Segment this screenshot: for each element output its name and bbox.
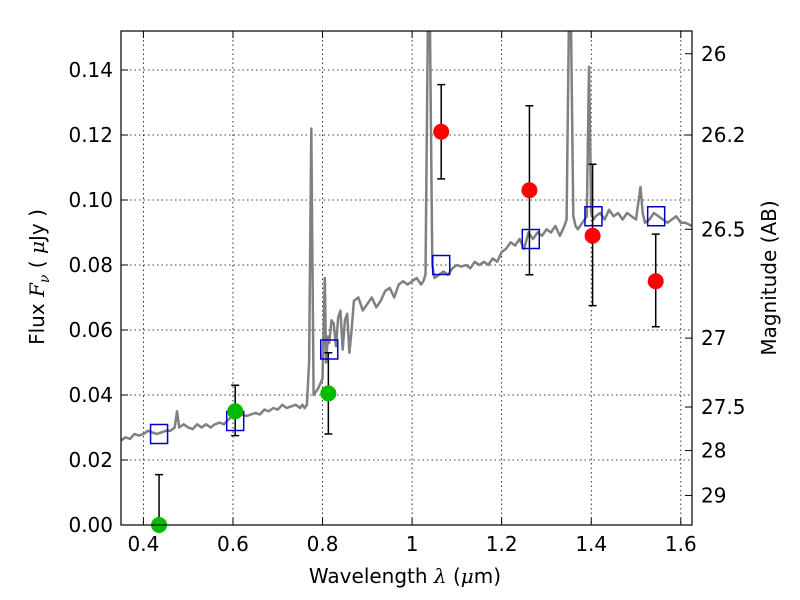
- y2-tick-label: 27: [701, 326, 726, 350]
- y2-tick-label: 26.2: [701, 123, 746, 147]
- y-axis-ticks: 0.00 0.02 0.04 0.06 0.08 0.10 0.12 0.14: [68, 58, 128, 537]
- x-tick-label: 1.6: [665, 532, 697, 556]
- y2-axis-label: Magnitude (AB): [757, 200, 781, 355]
- plot-frame: [120, 30, 693, 526]
- model-spectrum: [121, 31, 692, 442]
- x-axis-ticks: 0.4 0.6 0.8 1 1.2 1.4 1.6: [127, 31, 697, 556]
- x-axis-label: Wavelength λ (μm): [309, 564, 501, 588]
- x-tick-label: 1.2: [486, 532, 518, 556]
- y2-tick-label: 26.5: [701, 217, 746, 241]
- lower-sn-point: [320, 385, 337, 402]
- model-photometry-squares: [149, 206, 666, 445]
- y-tick-label: 0.00: [68, 513, 113, 537]
- y2-tick-label: 27.5: [701, 395, 746, 419]
- model-square-marker: [319, 339, 339, 360]
- y-tick-label: 0.04: [68, 383, 113, 407]
- y-tick-label: 0.12: [68, 123, 113, 147]
- y-tick-label: 0.10: [68, 188, 113, 212]
- detection-point: [584, 227, 601, 244]
- y-tick-label: 0.14: [68, 58, 113, 82]
- x-tick-label: 0.4: [127, 532, 159, 556]
- model-square-marker: [521, 228, 541, 250]
- model-spectrum-line: [121, 31, 692, 442]
- y-tick-label: 0.02: [68, 448, 113, 472]
- error-bars: [155, 83, 660, 525]
- detection-point: [521, 182, 538, 199]
- observed-photometry-points: [151, 123, 664, 533]
- y2-tick-label: 29: [701, 483, 726, 507]
- x-tick-label: 1.4: [575, 532, 607, 556]
- detection-point: [433, 123, 450, 140]
- y-tick-label: 0.08: [68, 253, 113, 277]
- detection-point: [647, 273, 664, 290]
- model-square-marker: [646, 206, 666, 227]
- x-tick-label: 0.6: [217, 532, 249, 556]
- model-square-marker: [431, 254, 451, 276]
- grid-lines: [121, 31, 692, 526]
- y2-tick-label: 28: [701, 439, 726, 463]
- y2-tick-label: 26: [701, 42, 726, 66]
- lower-sn-point: [227, 403, 244, 420]
- y-axis-label: Flux Fν ( μJy ): [25, 209, 53, 345]
- y-tick-label: 0.06: [68, 318, 113, 342]
- x-tick-label: 1: [406, 532, 419, 556]
- y2-axis-ticks: 26 26.2 26.5 27 27.5 28 29: [685, 42, 746, 507]
- model-square-marker: [584, 206, 603, 227]
- x-tick-label: 0.8: [307, 532, 339, 556]
- model-square-marker: [149, 423, 169, 445]
